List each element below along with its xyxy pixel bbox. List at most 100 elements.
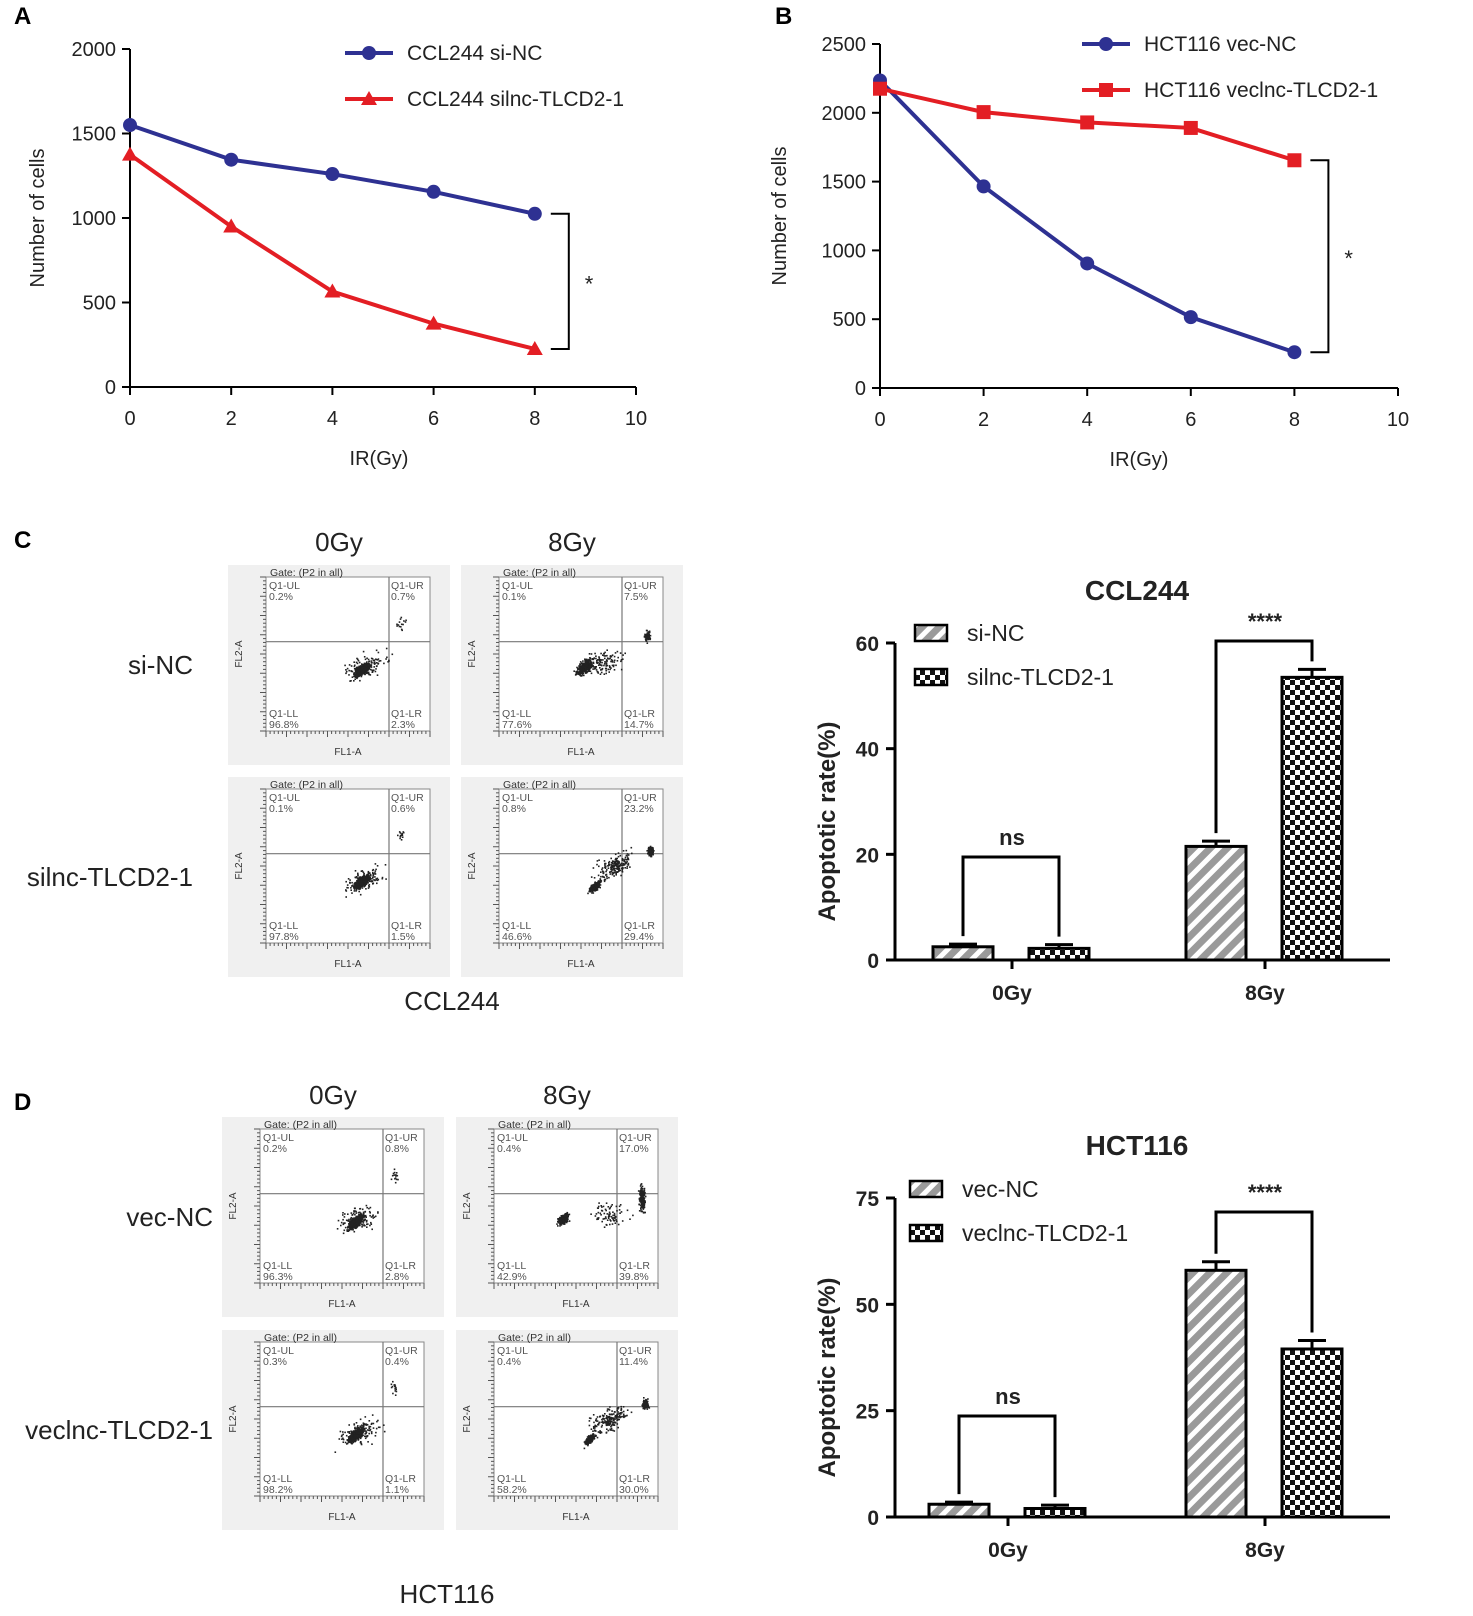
- y-tick-label: 0: [105, 377, 116, 399]
- quadrant-ll-label: Q1-LL: [502, 708, 531, 720]
- flow-scatter: [345, 831, 405, 898]
- legend-swatch: [908, 1223, 944, 1243]
- flow-y-axis-label: FL2-A: [234, 640, 245, 668]
- quadrant-lr-label: Q1-LR: [624, 920, 655, 932]
- quadrant-ul-label: Q1-UL: [269, 580, 300, 592]
- bar-1: [1184, 844, 1248, 962]
- quadrant-lr-value: 14.7%: [624, 719, 654, 731]
- data-point-2: [1287, 153, 1302, 168]
- legend-label: CCL244 silnc-TLCD2-1: [407, 88, 624, 111]
- quadrant-ul-value: 0.1%: [502, 591, 526, 603]
- bar-1: [931, 945, 995, 962]
- x-tick-label: 10: [625, 408, 647, 430]
- quadrant-ll-value: 46.6%: [502, 931, 532, 943]
- y-tick-label: 1000: [72, 208, 117, 230]
- panel-caption: CCL244: [404, 986, 499, 1016]
- bar-chart-d: HCT116 0 25 50 75 Apoptotic rate(%) 0Gy ns 8Gy **…: [814, 1130, 1390, 1562]
- x-axis-label: IR(Gy): [1110, 449, 1169, 471]
- flow-x-axis-label: FL1-A: [562, 1299, 590, 1310]
- flow-plot-area: [265, 788, 431, 944]
- data-point-1: [426, 184, 441, 199]
- quadrant-lr-label: Q1-LR: [385, 1260, 416, 1272]
- legend-label: HCT116 vec-NC: [1144, 33, 1296, 56]
- data-point-2: [976, 105, 991, 120]
- quadrant-ll-label: Q1-LL: [269, 708, 298, 720]
- data-point-1: [224, 152, 239, 167]
- flow-plot-area: [493, 1341, 659, 1497]
- quadrant-ll-label: Q1-LL: [497, 1260, 526, 1272]
- column-label: 8Gy: [548, 527, 596, 557]
- quadrant-ur-value: 23.2%: [624, 803, 654, 815]
- x-tick-label: 8Gy: [1245, 1539, 1285, 1562]
- column-label: 0Gy: [309, 1080, 357, 1110]
- flow-cytometry-panel-d: 0Gy 8Gy vec-NC veclnc-TLCD2-1 Gate: (P2 in a…: [25, 1080, 678, 1609]
- bar-2: [1280, 675, 1344, 962]
- quadrant-ul-value: 0.2%: [269, 591, 293, 603]
- flow-y-axis-label: FL2-A: [462, 1405, 473, 1433]
- data-point-2: [1080, 115, 1095, 130]
- significance-label: *: [1344, 246, 1353, 271]
- flow-x-axis-label: FL1-A: [328, 1512, 356, 1523]
- quadrant-lr-value: 1.1%: [385, 1484, 409, 1496]
- significance-bracket: [1214, 639, 1314, 834]
- quadrant-ul-value: 0.8%: [502, 803, 526, 815]
- quadrant-ll-value: 97.8%: [269, 931, 299, 943]
- x-axis-label: IR(Gy): [350, 448, 409, 470]
- flow-y-axis-label: FL2-A: [467, 852, 478, 880]
- quadrant-ll-label: Q1-LL: [263, 1473, 292, 1485]
- data-point-2: [526, 340, 543, 355]
- quadrant-lr-label: Q1-LR: [619, 1260, 650, 1272]
- quadrant-ul-label: Q1-UL: [269, 792, 300, 804]
- quadrant-ur-label: Q1-UR: [624, 580, 657, 592]
- bar-2: [1023, 1506, 1087, 1519]
- gate-label: Gate: (P2 in all): [498, 1119, 571, 1131]
- data-point-1: [1287, 345, 1302, 360]
- flow-plot-area: [498, 576, 664, 732]
- quadrant-ul-label: Q1-UL: [263, 1132, 294, 1144]
- y-tick-label: 0: [867, 1507, 879, 1530]
- quadrant-ur-value: 7.5%: [624, 591, 648, 603]
- bar-2: [1280, 1347, 1344, 1519]
- quadrant-lr-value: 2.3%: [391, 719, 415, 731]
- quadrant-lr-value: 29.4%: [624, 931, 654, 943]
- legend-swatch: [908, 1179, 944, 1199]
- quadrant-ll-value: 98.2%: [263, 1484, 293, 1496]
- significance-label: *: [585, 271, 594, 296]
- quadrant-ul-value: 0.1%: [269, 803, 293, 815]
- row-label: si-NC: [128, 650, 193, 680]
- panel-label-a: A: [14, 3, 31, 30]
- column-label: 0Gy: [315, 527, 363, 557]
- quadrant-lr-value: 39.8%: [619, 1271, 649, 1283]
- data-point-1: [123, 118, 137, 133]
- significance-bracket: [961, 855, 1061, 937]
- data-point-1: [976, 179, 991, 194]
- legend-marker: [362, 46, 376, 60]
- series-line-2: [128, 152, 536, 351]
- x-tick-label: 0Gy: [992, 982, 1032, 1005]
- quadrant-lr-label: Q1-LR: [385, 1473, 416, 1485]
- bar-1: [1184, 1268, 1248, 1519]
- y-tick-label: 500: [833, 309, 866, 331]
- x-tick-label: 8: [529, 408, 540, 430]
- flow-scatter: [344, 616, 407, 682]
- legend-label: HCT116 veclnc-TLCD2-1: [1144, 79, 1378, 102]
- quadrant-ul-label: Q1-UL: [502, 580, 533, 592]
- flow-plot-area: [498, 788, 664, 944]
- bar-chart-c: CCL244 0 20 40 60 Apoptotic rate(%) 0Gy ns 8Gy **…: [814, 575, 1390, 1005]
- flow-scatter: [336, 1168, 399, 1235]
- quadrant-ll-label: Q1-LL: [269, 920, 298, 932]
- legend-label: veclnc-TLCD2-1: [962, 1220, 1128, 1246]
- significance-label: ****: [1248, 1180, 1283, 1205]
- quadrant-lr-value: 2.8%: [385, 1271, 409, 1283]
- y-tick-label: 60: [856, 633, 879, 656]
- line-chart-a: 0 2 4 6 8 10 0 500 1000 1500 2000 IR(Gy) Number of c…: [27, 39, 647, 470]
- data-point-2: [425, 315, 442, 330]
- significance-label: ns: [999, 825, 1025, 850]
- quadrant-ur-label: Q1-UR: [619, 1345, 652, 1357]
- gate-label: Gate: (P2 in all): [264, 1332, 337, 1344]
- flow-x-axis-label: FL1-A: [562, 1512, 590, 1523]
- quadrant-lr-label: Q1-LR: [619, 1473, 650, 1485]
- flow-scatter: [573, 629, 652, 677]
- flow-plot-area: [493, 1128, 659, 1284]
